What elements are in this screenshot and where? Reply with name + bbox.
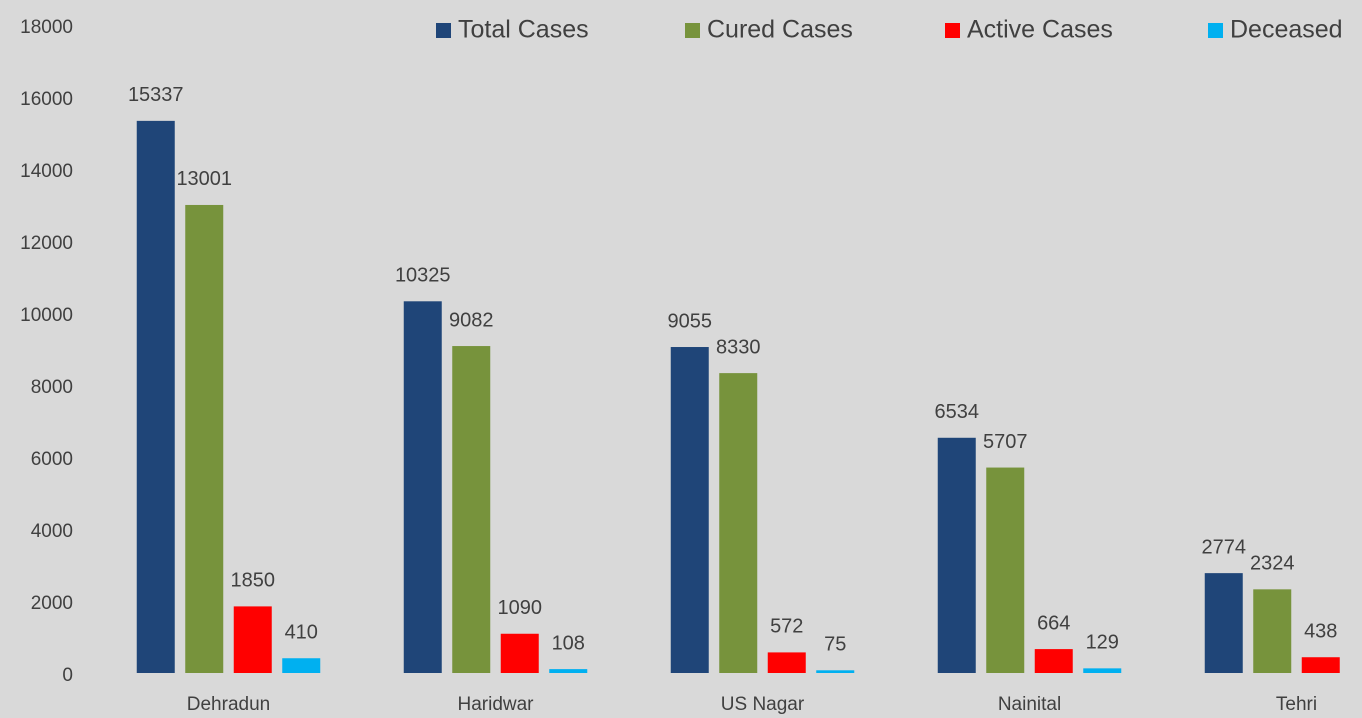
data-label: 572 — [770, 616, 803, 638]
data-label: 9055 — [668, 310, 713, 332]
data-label: 8330 — [716, 336, 761, 358]
y-tick-label: 8000 — [31, 377, 73, 398]
legend-label: Deceased — [1230, 16, 1343, 44]
y-tick-label: 10000 — [20, 305, 73, 326]
bar — [136, 120, 175, 674]
bar — [986, 467, 1025, 673]
y-tick-label: 0 — [62, 665, 73, 686]
x-tick-label: Tehri — [1276, 694, 1317, 715]
y-tick-label: 2000 — [31, 593, 73, 614]
data-label: 15337 — [128, 84, 184, 106]
x-tick-label: Nainital — [998, 694, 1061, 715]
data-label: 6534 — [935, 401, 980, 423]
bar — [500, 633, 539, 673]
y-tick-label: 6000 — [31, 449, 73, 470]
bar — [767, 652, 806, 673]
data-label: 2324 — [1250, 553, 1295, 575]
y-tick-label: 14000 — [20, 161, 73, 182]
data-label: 2774 — [1202, 536, 1247, 558]
bar — [282, 658, 321, 673]
bar — [403, 301, 442, 673]
legend-label: Total Cases — [458, 16, 589, 44]
data-label: 129 — [1086, 632, 1119, 654]
data-label: 664 — [1037, 612, 1070, 634]
legend-swatch — [945, 23, 960, 38]
x-tick-label: Haridwar — [457, 694, 534, 715]
data-label: 13001 — [176, 168, 232, 190]
x-tick-label: US Nagar — [721, 694, 805, 715]
y-tick-label: 18000 — [20, 17, 73, 38]
data-label: 410 — [285, 622, 318, 644]
bar — [1034, 649, 1073, 673]
bar — [816, 670, 855, 673]
bar — [452, 346, 491, 673]
data-label: 108 — [552, 632, 585, 654]
legend-swatch — [436, 23, 451, 38]
data-label: 75 — [824, 634, 846, 656]
bar — [185, 204, 224, 674]
bar — [1083, 668, 1122, 673]
y-tick-label: 12000 — [20, 233, 73, 254]
legend-label: Cured Cases — [707, 16, 853, 44]
bar — [670, 347, 709, 673]
legend-label: Active Cases — [967, 16, 1113, 44]
data-label: 438 — [1304, 621, 1337, 643]
bar — [1204, 573, 1243, 673]
data-label: 9082 — [449, 309, 494, 331]
x-tick-label: Dehradun — [187, 694, 270, 715]
bar — [1301, 657, 1340, 673]
data-label: 5707 — [983, 431, 1028, 453]
bar — [549, 669, 588, 673]
bar — [719, 373, 758, 673]
bar — [937, 437, 976, 673]
data-label: 10325 — [395, 265, 451, 287]
data-label: 1850 — [231, 570, 276, 592]
legend-swatch — [685, 23, 700, 38]
legend-swatch — [1208, 23, 1223, 38]
bar — [233, 606, 272, 673]
y-tick-label: 16000 — [20, 89, 73, 110]
bar — [1253, 589, 1292, 673]
data-label: 1090 — [498, 597, 543, 619]
y-tick-label: 4000 — [31, 521, 73, 542]
